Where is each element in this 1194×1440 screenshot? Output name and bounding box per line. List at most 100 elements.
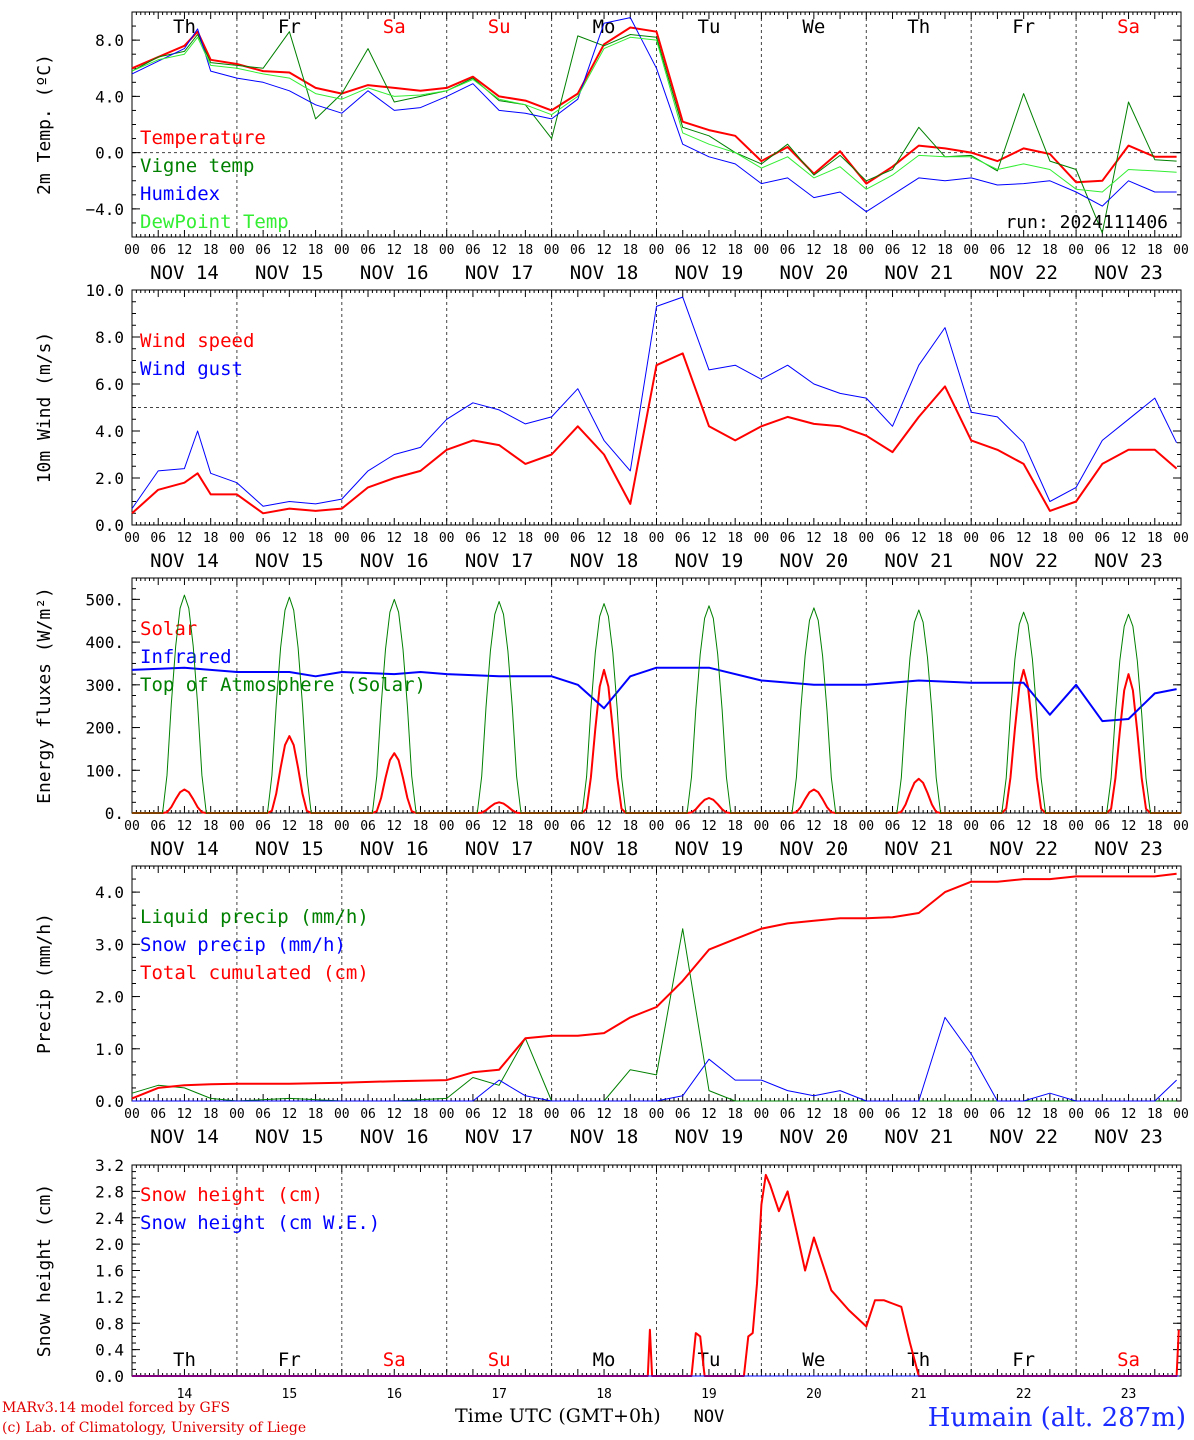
x-axis-title: Time UTC (GMT+0h)	[455, 1405, 661, 1427]
date-label: NOV 23	[1094, 550, 1163, 572]
hour-tick-label: 12	[911, 819, 927, 834]
hour-tick-label: 12	[177, 819, 193, 834]
hour-tick-label: 18	[1042, 1107, 1058, 1122]
y-tick-label: −4.0	[85, 200, 124, 219]
hour-tick-label: 12	[911, 1107, 927, 1122]
weekday-label: Mo	[593, 1349, 616, 1371]
date-label: NOV 21	[884, 1126, 953, 1148]
hour-tick-label: 00	[544, 1107, 560, 1122]
panel-energy: 0. 100. 200. 300. 400. 500. Energy fluxes (W/m…	[34, 577, 1189, 860]
hour-tick-label: 00	[963, 243, 979, 258]
hour-tick-label: 12	[282, 243, 298, 258]
hour-tick-label: 18	[937, 531, 953, 546]
day-number-label: 23	[1121, 1387, 1137, 1402]
hour-tick-label: 06	[780, 819, 796, 834]
hour-tick-label: 06	[780, 531, 796, 546]
weekday-label: Sa	[383, 1349, 406, 1371]
date-label: NOV 22	[989, 262, 1058, 284]
hour-tick-label: 12	[386, 819, 402, 834]
hour-tick-label: 06	[990, 243, 1006, 258]
hour-tick-label: 18	[203, 1107, 219, 1122]
date-label: NOV 18	[570, 838, 639, 860]
y-tick-label: 8.0	[95, 328, 124, 347]
day-number-label: 20	[806, 1387, 822, 1402]
hour-tick-label: 18	[832, 243, 848, 258]
hour-tick-label: 00	[1068, 819, 1084, 834]
day-number-label: 15	[282, 1387, 298, 1402]
legend-humidex: Humidex	[140, 183, 220, 205]
hour-tick-label: 12	[386, 531, 402, 546]
day-number-label: 14	[177, 1387, 193, 1402]
date-label: NOV 16	[360, 838, 429, 860]
hour-tick-label: 18	[1147, 531, 1163, 546]
hour-tick-label: 00	[754, 531, 770, 546]
hour-tick-label: 00	[439, 819, 455, 834]
hour-tick-label: 12	[282, 1107, 298, 1122]
hour-tick-label: 06	[360, 243, 376, 258]
date-label: NOV 23	[1094, 1126, 1163, 1148]
hour-tick-label: 06	[780, 243, 796, 258]
hour-tick-label: 12	[491, 243, 507, 258]
hour-tick-label: 12	[911, 531, 927, 546]
hour-tick-label: 18	[518, 819, 534, 834]
date-label: NOV 21	[884, 838, 953, 860]
hour-tick-label: 12	[1121, 1107, 1137, 1122]
y-tick-label: 10.0	[85, 281, 124, 300]
hour-tick-label: 18	[308, 819, 324, 834]
hour-tick-label: 18	[1147, 1107, 1163, 1122]
hour-tick-label: 18	[727, 819, 743, 834]
y-tick-label: 0.	[105, 804, 124, 823]
hour-tick-label: 00	[754, 819, 770, 834]
y-axis-title: Precip (mm/h)	[34, 913, 55, 1054]
hour-tick-label: 00	[858, 819, 874, 834]
hour-tick-label: 18	[518, 531, 534, 546]
series-line-top-of-atmosphere-solar-	[132, 594, 1181, 814]
date-label: NOV 19	[675, 1126, 744, 1148]
date-label: NOV 20	[780, 550, 849, 572]
hour-tick-label: 12	[596, 531, 612, 546]
hour-tick-label: 00	[649, 1107, 665, 1122]
date-label: NOV 19	[675, 550, 744, 572]
hour-tick-label: 06	[465, 243, 481, 258]
panel-temp: −4.0 0.0 4.0 8.0 2m Temp. (ºC) 00 06 12 18 NOV 14…	[34, 11, 1189, 284]
y-axis-title: Energy fluxes (W/m²)	[34, 587, 55, 804]
day-number-label: 22	[1016, 1387, 1032, 1402]
weekday-label: Th	[173, 16, 196, 38]
hour-tick-label: 18	[518, 1107, 534, 1122]
date-label: NOV 19	[675, 838, 744, 860]
date-label: NOV 16	[360, 1126, 429, 1148]
hour-tick-label: 12	[701, 819, 717, 834]
hour-tick-label: 06	[1094, 243, 1110, 258]
y-tick-label: 2.0	[95, 1235, 124, 1254]
hour-tick-label: 18	[937, 819, 953, 834]
hour-tick-label: 00	[858, 243, 874, 258]
hour-tick-label: 06	[885, 531, 901, 546]
y-axis-title: 10m Wind (m/s)	[34, 332, 55, 484]
hour-tick-label: 00	[439, 531, 455, 546]
date-label: NOV 16	[360, 550, 429, 572]
hour-tick-label: 12	[1121, 243, 1137, 258]
hour-tick-label: 18	[308, 1107, 324, 1122]
hour-tick-label: 12	[1016, 1107, 1032, 1122]
hour-tick-label: 06	[675, 531, 691, 546]
hour-tick-label: 06	[675, 243, 691, 258]
y-tick-label: 0.0	[95, 144, 124, 163]
weekday-label: Mo	[593, 16, 616, 38]
hour-tick-label: 12	[596, 1107, 612, 1122]
date-label: NOV 14	[150, 550, 219, 572]
legend-liquid-precip-mm-h-: Liquid precip (mm/h)	[140, 906, 369, 928]
hour-tick-label: 06	[570, 819, 586, 834]
hour-tick-label: 00	[649, 819, 665, 834]
date-label: NOV 18	[570, 550, 639, 572]
hour-tick-label: 06	[1094, 531, 1110, 546]
y-tick-label: 4.0	[95, 883, 124, 902]
series-line-snow-precip-mm-h-	[132, 1016, 1177, 1102]
y-tick-label: 6.0	[95, 375, 124, 394]
day-number-label: 17	[491, 1387, 507, 1402]
date-label: NOV 17	[465, 838, 534, 860]
hour-tick-label: 18	[1042, 243, 1058, 258]
legend-snow-precip-mm-h-: Snow precip (mm/h)	[140, 934, 346, 956]
hour-tick-label: 18	[937, 1107, 953, 1122]
hour-tick-label: 00	[649, 531, 665, 546]
weekday-label: Th	[173, 1349, 196, 1371]
